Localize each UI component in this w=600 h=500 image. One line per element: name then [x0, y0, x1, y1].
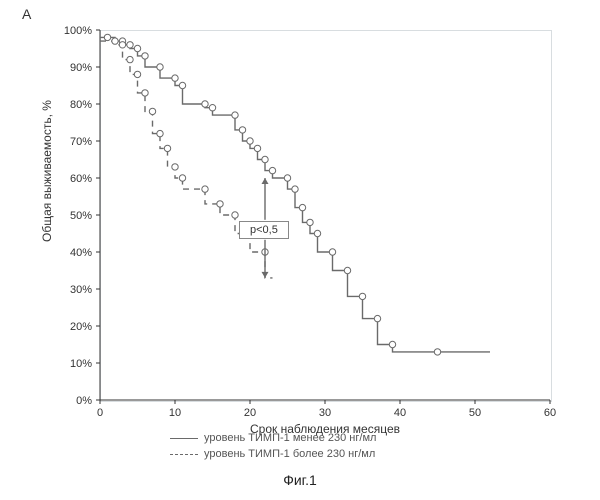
legend-label: уровень ТИМП-1 более 230 нг/мл [204, 448, 375, 460]
censor-marker [389, 341, 395, 347]
y-axis-title: Общая выживаемость, % [40, 23, 54, 319]
y-tick-label: 70% [70, 136, 92, 148]
x-tick-label: 0 [97, 407, 103, 419]
y-tick-label: 60% [70, 173, 92, 185]
censor-marker [157, 64, 163, 70]
censor-marker [269, 167, 275, 173]
censor-marker [127, 56, 133, 62]
censor-marker [164, 145, 170, 151]
legend-swatch [170, 438, 198, 439]
x-tick-label: 30 [319, 407, 331, 419]
censor-marker [172, 164, 178, 170]
censor-marker [239, 127, 245, 133]
y-tick-label: 0% [76, 395, 92, 407]
x-tick-label: 40 [394, 407, 406, 419]
y-tick-label: 100% [64, 25, 92, 37]
y-tick-label: 20% [70, 321, 92, 333]
figure-caption: Фиг.1 [0, 472, 600, 488]
legend-item: уровень ТИМП-1 более 230 нг/мл [170, 446, 376, 462]
censor-marker [434, 349, 440, 355]
y-tick-label: 30% [70, 284, 92, 296]
censor-marker [374, 315, 380, 321]
censor-marker [202, 101, 208, 107]
censor-marker [134, 71, 140, 77]
censor-marker [254, 145, 260, 151]
censor-marker [209, 105, 215, 111]
censor-marker [292, 186, 298, 192]
censor-marker [149, 108, 155, 114]
legend-swatch [170, 454, 198, 455]
censor-marker [307, 219, 313, 225]
figure-panel: А 0%10%20%30%40%50%60%70%80%90%100%01020… [0, 0, 600, 500]
censor-marker [142, 53, 148, 59]
censor-marker [232, 112, 238, 118]
censor-marker [179, 82, 185, 88]
censor-marker [232, 212, 238, 218]
censor-marker [157, 130, 163, 136]
censor-marker [262, 156, 268, 162]
censor-marker [112, 38, 118, 44]
censor-marker [329, 249, 335, 255]
x-tick-label: 60 [544, 407, 556, 419]
censor-marker [314, 230, 320, 236]
series-low [100, 37, 490, 352]
censor-marker [359, 293, 365, 299]
censor-marker [119, 42, 125, 48]
censor-marker [202, 186, 208, 192]
y-tick-label: 80% [70, 99, 92, 111]
x-tick-label: 10 [169, 407, 181, 419]
censor-marker [172, 75, 178, 81]
x-tick-label: 20 [244, 407, 256, 419]
legend-item: уровень ТИМП-1 менее 230 нг/мл [170, 430, 376, 446]
legend-label: уровень ТИМП-1 менее 230 нг/мл [204, 432, 376, 444]
censor-marker [217, 201, 223, 207]
series-high [100, 41, 273, 278]
p-value-annotation: p<0,5 [239, 221, 289, 239]
x-tick-label: 50 [469, 407, 481, 419]
censor-marker [284, 175, 290, 181]
y-tick-label: 90% [70, 62, 92, 74]
censor-marker [299, 204, 305, 210]
censor-marker [344, 267, 350, 273]
censor-marker [179, 175, 185, 181]
y-tick-label: 40% [70, 247, 92, 259]
y-tick-label: 50% [70, 210, 92, 222]
censor-marker [104, 34, 110, 40]
y-tick-label: 10% [70, 358, 92, 370]
censor-marker [127, 42, 133, 48]
censor-marker [247, 138, 253, 144]
legend: уровень ТИМП-1 менее 230 нг/мл уровень ТИ… [170, 430, 376, 462]
censor-marker [134, 45, 140, 51]
censor-marker [142, 90, 148, 96]
